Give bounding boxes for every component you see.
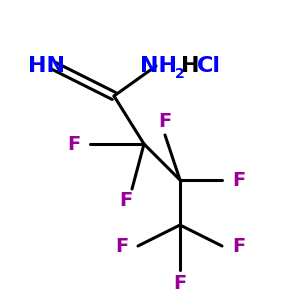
Text: HN: HN — [28, 56, 65, 76]
Text: 2: 2 — [175, 67, 185, 80]
Text: F: F — [119, 191, 133, 211]
Text: F: F — [158, 112, 172, 131]
Text: NH: NH — [140, 56, 178, 76]
Text: F: F — [115, 236, 128, 256]
Text: F: F — [67, 134, 80, 154]
Text: F: F — [232, 170, 245, 190]
Text: F: F — [232, 236, 245, 256]
Text: Cl: Cl — [196, 56, 220, 76]
Text: F: F — [173, 274, 187, 293]
Text: H: H — [181, 56, 200, 76]
